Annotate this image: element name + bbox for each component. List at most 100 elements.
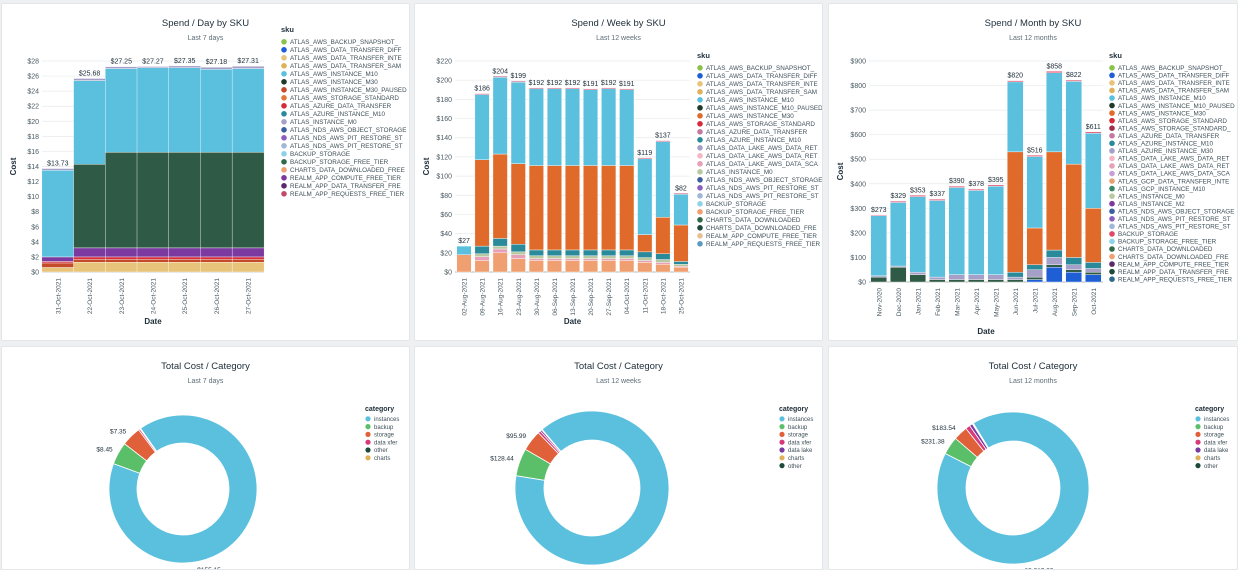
legend-swatch (1109, 65, 1115, 71)
bar-segment (136, 67, 170, 153)
bar-segment (968, 190, 985, 275)
legend-label: ATLAS_AWS_DATA_TRANSFER_INTE (290, 55, 402, 62)
bar-segment (637, 260, 653, 263)
bar-segment (41, 267, 75, 273)
bar-segment (474, 94, 490, 160)
legend-swatch (1109, 72, 1115, 79)
y-tick-label: $900 (850, 59, 866, 66)
legend-label: charts (374, 456, 390, 462)
y-tick-label: $8 (31, 209, 39, 216)
legend-swatch (779, 439, 785, 445)
legend-swatch (779, 447, 785, 453)
bar-segment (948, 274, 965, 280)
legend-label: ATLAS_AWS_STORAGE_STANDARD_ (1118, 125, 1231, 132)
bar-segment (73, 78, 106, 81)
legend-label: ATLAS_AWS_STORAGE_STANDARD (1118, 118, 1227, 125)
legend-swatch (281, 71, 287, 77)
bar-segment (474, 256, 490, 261)
bar-segment (601, 255, 617, 259)
bar-segment (583, 89, 599, 166)
bar-segment (1065, 271, 1082, 283)
bar-segment (890, 202, 907, 267)
bar-segment (1085, 271, 1102, 275)
legend-swatch (697, 137, 703, 143)
bar-segment (528, 258, 544, 261)
bar-total-label: $27.27 (142, 59, 164, 66)
bar-segment (890, 267, 907, 283)
bar-segment (968, 279, 985, 283)
bar-segment (987, 274, 1004, 280)
y-tick-label: $2 (31, 254, 39, 261)
legend-swatch (1195, 463, 1201, 469)
bar-segment (136, 256, 170, 260)
bar-segment (987, 186, 1004, 275)
bar-total-label: $27.35 (174, 58, 196, 65)
legend-swatch (1109, 132, 1115, 139)
bar-segment (136, 66, 170, 68)
bar-segment (168, 151, 201, 249)
legend-swatch (697, 105, 703, 111)
legend-swatch (1109, 193, 1115, 199)
legend-label: BACKUP_STORAGE (290, 151, 350, 158)
legend-swatch (281, 151, 287, 157)
bar-segment (673, 264, 689, 267)
bar-segment (1065, 79, 1082, 82)
y-tick-label: $22 (27, 104, 39, 111)
slice-value-label: $95.99 (506, 433, 526, 440)
legend-swatch (697, 129, 703, 135)
legend-swatch (365, 431, 371, 437)
bar-segment (655, 253, 671, 260)
bar-segment (492, 248, 508, 254)
legend-label: ATLAS_AWS_DATA_TRANSFER_DIFF (290, 47, 402, 54)
panel-category-week: Total Cost / Category Last 12 weeks $1,9… (414, 346, 823, 570)
legend-swatch (1109, 208, 1115, 215)
bar-segment (492, 76, 508, 78)
legend-swatch (281, 63, 287, 69)
x-tick-label: Sep-2021 (1071, 288, 1078, 317)
x-tick-label: 16-Aug-2021 (498, 278, 505, 316)
bar-segment (673, 194, 689, 226)
bar-segment (987, 279, 1004, 283)
legend-swatch (1195, 424, 1201, 430)
legend-label: REALM_APP_DATA_TRANSFER_FRE (290, 183, 401, 190)
bar-segment (136, 258, 170, 263)
y-tick-label: $24 (27, 89, 39, 96)
x-tick-label: 04-Oct-2021 (624, 278, 631, 315)
bar-segment (546, 255, 562, 259)
x-tick-label: Jul-2021 (1032, 288, 1039, 313)
bar-total-label: $192 (601, 80, 617, 87)
bar-segment (1046, 264, 1063, 268)
bar-segment (1065, 257, 1082, 266)
bar-segment (231, 65, 265, 69)
legend-swatch (1109, 155, 1115, 162)
legend-swatch (281, 39, 287, 45)
legend-swatch (281, 143, 287, 149)
bar-segment (474, 245, 490, 254)
bar-segment (73, 262, 106, 273)
bar-segment (601, 87, 617, 90)
legend-label: ATLAS_AWS_INSTANCE_M10 (706, 97, 794, 104)
bar-segment (546, 249, 562, 256)
legend-label: ATLAS_AWS_DATA_TRANSFER_INTE (1118, 80, 1230, 87)
bar-total-label: $192 (547, 80, 563, 87)
y-tick-label: $500 (850, 157, 866, 164)
bar-segment (136, 262, 170, 273)
chart-subtitle: Last 12 weeks (596, 35, 641, 42)
bar-segment (565, 249, 580, 256)
legend-swatch (697, 177, 703, 183)
legend-swatch (1109, 246, 1115, 252)
bar-segment (546, 260, 562, 273)
y-tick-label: $20 (440, 250, 452, 257)
legend-label: CHARTS_DATA_DOWNLOADED_FRE (706, 225, 817, 232)
bar-segment (168, 262, 201, 273)
legend-label: ATLAS_AWS_INSTANCE_M30 (706, 113, 794, 120)
y-tick-label: $200 (436, 78, 452, 85)
y-tick-label: $20 (27, 119, 39, 126)
legend-title: category (1195, 406, 1224, 413)
bar-total-label: $516 (1027, 147, 1043, 154)
x-tick-label: 22-Oct-2021 (87, 278, 94, 315)
bar-segment (510, 81, 526, 164)
bar-total-label: $119 (637, 150, 652, 157)
bar-segment (1085, 131, 1102, 134)
bar-segment (583, 88, 599, 90)
